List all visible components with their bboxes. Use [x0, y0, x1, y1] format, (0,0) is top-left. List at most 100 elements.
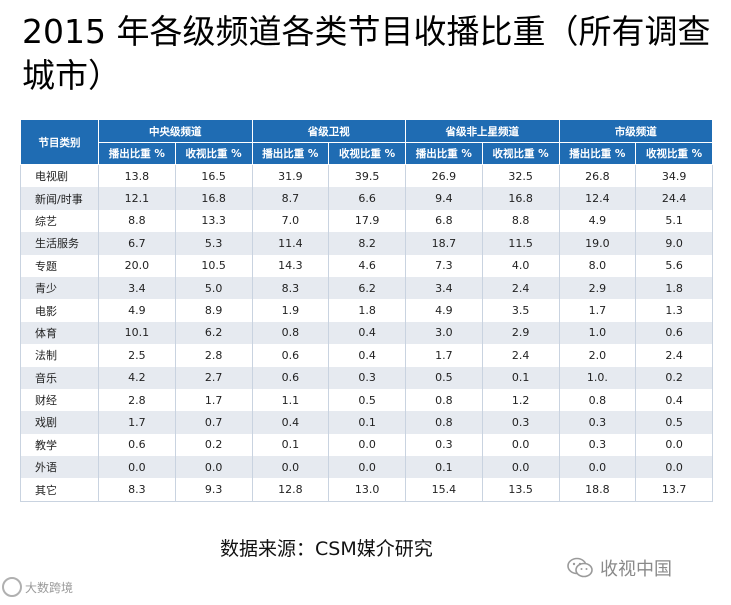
- table-row: 生活服务 6.7 5.3 11.4 8.2 18.7 11.5 19.0 9.0: [20, 232, 713, 255]
- table-cell: 0.0: [328, 456, 406, 479]
- table-cell: 8.8: [98, 209, 176, 233]
- row-category: 专题: [20, 254, 99, 277]
- source-note: 数据来源：CSM媒介研究: [220, 538, 433, 560]
- brand-logo-icon: [2, 577, 22, 597]
- table-cell: 4.0: [481, 254, 560, 277]
- table-cell: 17.9: [328, 209, 406, 233]
- table-cell: 0.0: [328, 433, 406, 457]
- row-category: 外语: [20, 456, 99, 479]
- sub-header-broadcast-share: 播出比重 %: [405, 142, 483, 165]
- table-cell: 0.8: [405, 388, 483, 412]
- table-cell: 6.6: [328, 187, 406, 210]
- table-cell: 3.5: [481, 299, 560, 322]
- table-row: 专题 20.0 10.5 14.3 4.6 7.3 4.0 8.0 5.6: [20, 254, 713, 277]
- table-cell: 3.4: [98, 276, 176, 300]
- table-cell: 3.4: [405, 276, 483, 300]
- table-cell: 0.3: [481, 411, 560, 434]
- table-row: 体育 10.1 6.2 0.8 0.4 3.0 2.9 1.0 0.6: [20, 321, 713, 345]
- table-cell: 4.9: [405, 299, 483, 322]
- table-row: 新闻/时事 12.1 16.8 8.7 6.6 9.4 16.8 12.4 24.4: [20, 187, 713, 210]
- table-cell: 0.4: [328, 321, 406, 345]
- table-cell: 2.4: [481, 344, 560, 367]
- table-cell: 1.7: [558, 299, 637, 322]
- table-cell: 8.0: [558, 254, 637, 277]
- row-category: 电影: [20, 299, 99, 322]
- table-cell: 0.3: [328, 366, 406, 389]
- table-cell: 15.4: [405, 478, 483, 502]
- table-cell: 4.9: [98, 299, 176, 322]
- table-cell: 1.0: [558, 321, 637, 345]
- table-cell: 11.4: [251, 232, 330, 255]
- table-cell: 0.1: [405, 456, 483, 479]
- table-cell: 9.4: [405, 187, 483, 210]
- table-cell: 8.3: [98, 478, 176, 502]
- table-cell: 31.9: [251, 164, 330, 188]
- table-cell: 0.2: [635, 366, 713, 389]
- table-row: 外语 0.0 0.0 0.0 0.0 0.1 0.0 0.0 0.0: [20, 456, 713, 479]
- row-category: 教学: [20, 433, 99, 457]
- table-cell: 0.0: [481, 456, 560, 479]
- table-cell: 8.7: [251, 187, 330, 210]
- group-header-city: 市级频道: [558, 119, 713, 143]
- table-cell: 13.5: [481, 478, 560, 502]
- table-cell: 0.1: [481, 366, 560, 389]
- table-cell: 5.6: [635, 254, 713, 277]
- corner-header: 节目类别: [20, 119, 99, 165]
- table-cell: 0.3: [558, 411, 637, 434]
- table-cell: 4.2: [98, 366, 176, 389]
- table-cell: 19.0: [558, 232, 637, 255]
- table-cell: 0.6: [635, 321, 713, 345]
- table-cell: 1.9: [251, 299, 330, 322]
- row-category: 综艺: [20, 209, 99, 233]
- table-cell: 5.1: [635, 209, 713, 233]
- table-cell: 8.9: [174, 299, 253, 322]
- table-cell: 0.0: [251, 456, 330, 479]
- sub-header-broadcast-share: 播出比重 %: [251, 142, 330, 165]
- table-cell: 16.8: [481, 187, 560, 210]
- table-cell: 13.7: [635, 478, 713, 502]
- table-cell: 0.8: [558, 388, 637, 412]
- table-cell: 1.1: [251, 388, 330, 412]
- table-cell: 2.0: [558, 344, 637, 367]
- table-cell: 0.0: [98, 456, 176, 479]
- table-cell: 2.5: [98, 344, 176, 367]
- table-cell: 4.9: [558, 209, 637, 233]
- table-row: 青少 3.4 5.0 8.3 6.2 3.4 2.4 2.9 1.8: [20, 276, 713, 300]
- sub-header-viewing-share: 收视比重 %: [635, 142, 713, 165]
- table-cell: 0.6: [98, 433, 176, 457]
- table-cell: 6.2: [328, 276, 406, 300]
- table-cell: 0.4: [635, 388, 713, 412]
- table-row: 法制 2.5 2.8 0.6 0.4 1.7 2.4 2.0 2.4: [20, 344, 713, 367]
- table-body: 电视剧 13.8 16.5 31.9 39.5 26.9 32.5 26.8 34.9 新闻/时事…: [20, 164, 713, 502]
- table-cell: 2.4: [481, 276, 560, 300]
- table-cell: 0.0: [558, 456, 637, 479]
- row-category: 戏剧: [20, 411, 99, 434]
- row-category: 青少: [20, 276, 99, 300]
- wechat-icon: [567, 557, 593, 578]
- watermark-left-label: 大数跨境: [25, 580, 74, 595]
- table-cell: 16.5: [174, 164, 253, 188]
- table-cell: 0.6: [251, 366, 330, 389]
- table-cell: 2.4: [635, 344, 713, 367]
- table-cell: 13.0: [328, 478, 406, 502]
- table-cell: 13.8: [98, 164, 176, 188]
- table-row: 电影 4.9 8.9 1.9 1.8 4.9 3.5 1.7 1.3: [20, 299, 713, 322]
- row-category: 其它: [20, 478, 99, 502]
- table-cell: 6.7: [98, 232, 176, 255]
- table-cell: 18.8: [558, 478, 637, 502]
- table-cell: 0.0: [481, 433, 560, 457]
- table-cell: 0.5: [635, 411, 713, 434]
- data-table-container: 节目类别 中央级频道 省级卫视 省级非上星频道 市级频道 播出比重 % 收视比重…: [20, 119, 713, 502]
- page-title: 2015 年各级频道各类节目收播比重（所有调查城市）: [22, 12, 711, 95]
- table-cell: 8.2: [328, 232, 406, 255]
- table-cell: 1.7: [174, 388, 253, 412]
- table-cell: 9.3: [174, 478, 253, 502]
- table-row: 综艺 8.8 13.3 7.0 17.9 6.8 8.8 4.9 5.1: [20, 209, 713, 233]
- table-row: 教学 0.6 0.2 0.1 0.0 0.3 0.0 0.3 0.0: [20, 433, 713, 457]
- table-cell: 8.3: [251, 276, 330, 300]
- row-category: 电视剧: [20, 164, 99, 188]
- table-cell: 0.7: [174, 411, 253, 434]
- group-header-provincial-satellite: 省级卫视: [251, 119, 406, 143]
- table-cell: 16.8: [174, 187, 253, 210]
- table-cell: 12.4: [558, 187, 637, 210]
